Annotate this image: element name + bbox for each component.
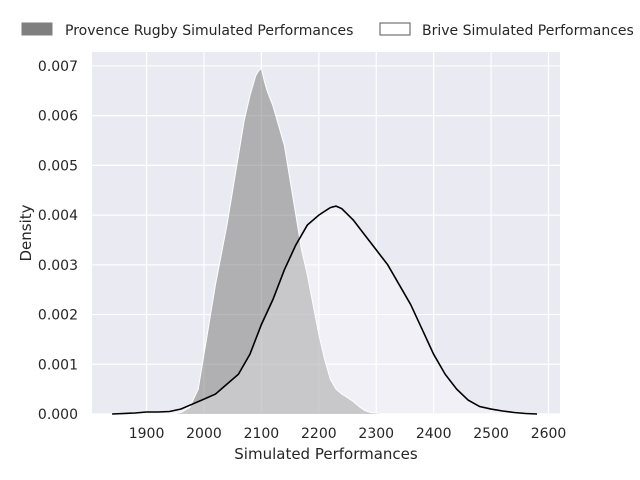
series-area-provence bbox=[172, 68, 405, 414]
x-axis-label: Simulated Performances bbox=[234, 445, 418, 463]
legend-swatch-brive bbox=[379, 22, 411, 36]
plot-area bbox=[92, 52, 560, 414]
series-line-brive bbox=[112, 205, 538, 415]
y-tick-label: 0.006 bbox=[38, 109, 78, 125]
series-line-provence bbox=[172, 67, 405, 415]
x-tick-label: 2300 bbox=[358, 426, 394, 442]
legend-swatch-provence bbox=[21, 22, 53, 36]
y-tick-label: 0.003 bbox=[38, 258, 78, 274]
y-tick-label: 0.007 bbox=[38, 59, 78, 75]
y-tick-label: 0.004 bbox=[38, 208, 78, 224]
x-tick-label: 2400 bbox=[416, 426, 452, 442]
x-tick-label: 2000 bbox=[186, 426, 222, 442]
legend-label-brive: Brive Simulated Performances bbox=[422, 23, 634, 39]
series-area-brive bbox=[112, 206, 538, 414]
y-tick-label: 0.005 bbox=[38, 158, 78, 174]
y-tick-label: 0.001 bbox=[38, 357, 78, 373]
legend: Provence Rugby Simulated Performances Br… bbox=[21, 22, 634, 39]
x-tick-label: 2500 bbox=[473, 426, 509, 442]
x-tick-label: 2200 bbox=[301, 426, 337, 442]
y-axis-label: Density bbox=[17, 204, 35, 261]
y-tick-label: 0.002 bbox=[38, 308, 78, 324]
series-marks bbox=[112, 67, 538, 415]
x-tick-label: 1900 bbox=[129, 426, 165, 442]
y-tick-label: 0.000 bbox=[38, 407, 78, 423]
tick-labels: 1900 2000 2100 2200 2300 2400 2500 2600 0.000 0.0… bbox=[38, 59, 566, 442]
x-tick-label: 2100 bbox=[244, 426, 280, 442]
x-tick-label: 2600 bbox=[531, 426, 567, 442]
legend-label-provence: Provence Rugby Simulated Performances bbox=[65, 23, 353, 39]
